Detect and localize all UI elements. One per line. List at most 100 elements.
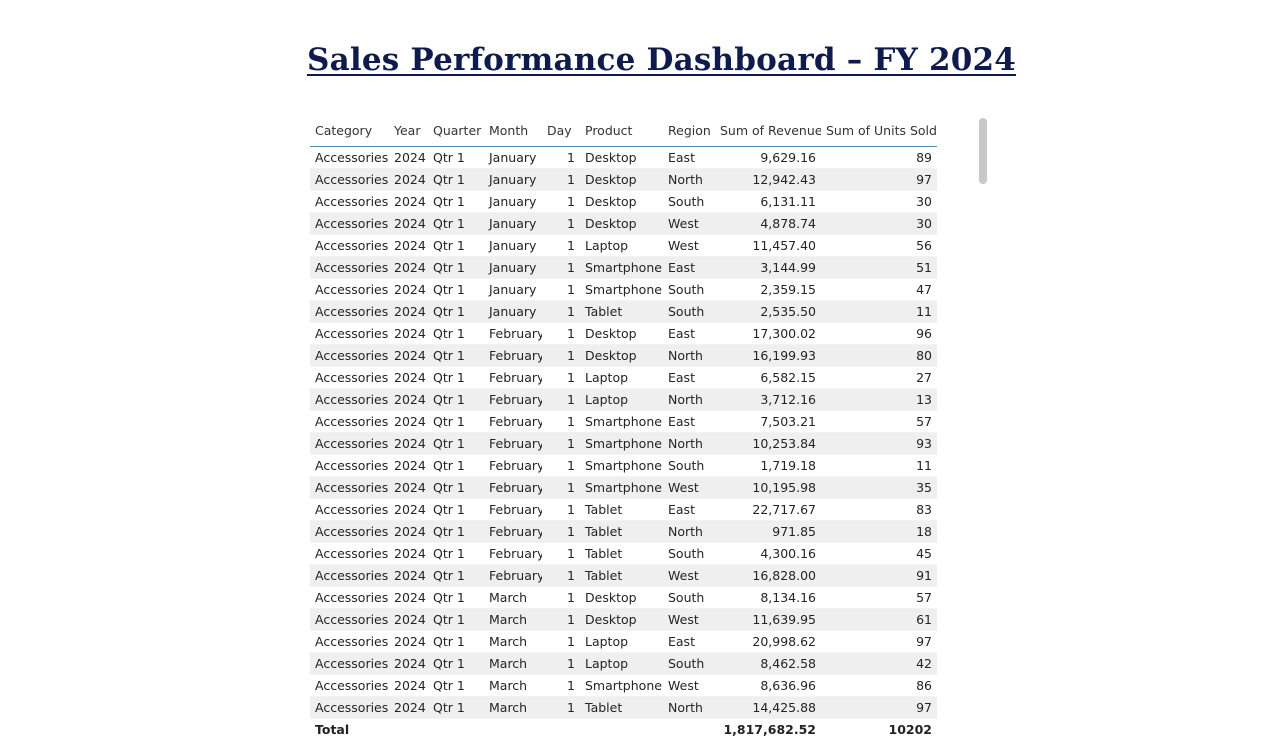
column-header-region[interactable]: Region [663,115,715,147]
cell-day: 1 [542,455,580,477]
column-header-day[interactable]: Day [542,115,580,147]
cell-quarter: Qtr 1 [428,499,484,521]
cell-region: West [663,675,715,697]
cell-category: Accessories [310,235,389,257]
cell-quarter: Qtr 1 [428,631,484,653]
cell-category: Accessories [310,257,389,279]
cell-product: Tablet [580,301,663,323]
cell-quarter: Qtr 1 [428,389,484,411]
cell-region: North [663,345,715,367]
cell-year: 2024 [389,235,428,257]
cell-quarter: Qtr 1 [428,543,484,565]
cell-region: East [663,411,715,433]
cell-units-sold: 57 [821,587,937,609]
cell-month: January [484,213,542,235]
cell-region: West [663,213,715,235]
total-units-sold: 10202 [821,719,937,740]
cell-revenue: 6,131.11 [715,191,821,213]
cell-category: Accessories [310,609,389,631]
cell-product: Desktop [580,323,663,345]
cell-category: Accessories [310,367,389,389]
cell-quarter: Qtr 1 [428,345,484,367]
total-label: Total [310,719,389,740]
cell-region: South [663,543,715,565]
total-row: Total 1,817,682.52 10202 [310,719,937,740]
cell-quarter: Qtr 1 [428,565,484,587]
cell-day: 1 [542,675,580,697]
vertical-scrollbar[interactable] [979,118,987,184]
column-header-year[interactable]: Year [389,115,428,147]
cell-month: January [484,169,542,191]
sales-table: Category Year Quarter Month Day Product … [310,115,937,740]
cell-year: 2024 [389,565,428,587]
cell-year: 2024 [389,169,428,191]
cell-quarter: Qtr 1 [428,697,484,719]
column-header-sum-of-units-sold[interactable]: Sum of Units Sold [821,115,937,147]
cell-units-sold: 18 [821,521,937,543]
cell-revenue: 3,712.16 [715,389,821,411]
cell-units-sold: 56 [821,235,937,257]
cell-month: February [484,477,542,499]
cell-quarter: Qtr 1 [428,433,484,455]
cell-region: South [663,455,715,477]
cell-day: 1 [542,213,580,235]
cell-region: North [663,169,715,191]
cell-month: February [484,499,542,521]
cell-category: Accessories [310,565,389,587]
cell-region: East [663,323,715,345]
column-header-category[interactable]: Category [310,115,389,147]
cell-quarter: Qtr 1 [428,411,484,433]
cell-day: 1 [542,191,580,213]
cell-category: Accessories [310,653,389,675]
column-header-quarter[interactable]: Quarter [428,115,484,147]
cell-day: 1 [542,235,580,257]
cell-month: January [484,301,542,323]
cell-day: 1 [542,653,580,675]
cell-day: 1 [542,521,580,543]
cell-year: 2024 [389,675,428,697]
cell-year: 2024 [389,147,428,169]
cell-month: February [484,345,542,367]
total-revenue: 1,817,682.52 [715,719,821,740]
cell-quarter: Qtr 1 [428,301,484,323]
cell-year: 2024 [389,279,428,301]
cell-revenue: 6,582.15 [715,367,821,389]
cell-day: 1 [542,389,580,411]
cell-day: 1 [542,345,580,367]
column-header-sum-of-revenue[interactable]: Sum of Revenue [715,115,821,147]
column-header-month[interactable]: Month [484,115,542,147]
column-header-product[interactable]: Product [580,115,663,147]
cell-day: 1 [542,631,580,653]
cell-product: Tablet [580,521,663,543]
cell-units-sold: 97 [821,697,937,719]
cell-revenue: 8,134.16 [715,587,821,609]
cell-quarter: Qtr 1 [428,147,484,169]
cell-day: 1 [542,367,580,389]
